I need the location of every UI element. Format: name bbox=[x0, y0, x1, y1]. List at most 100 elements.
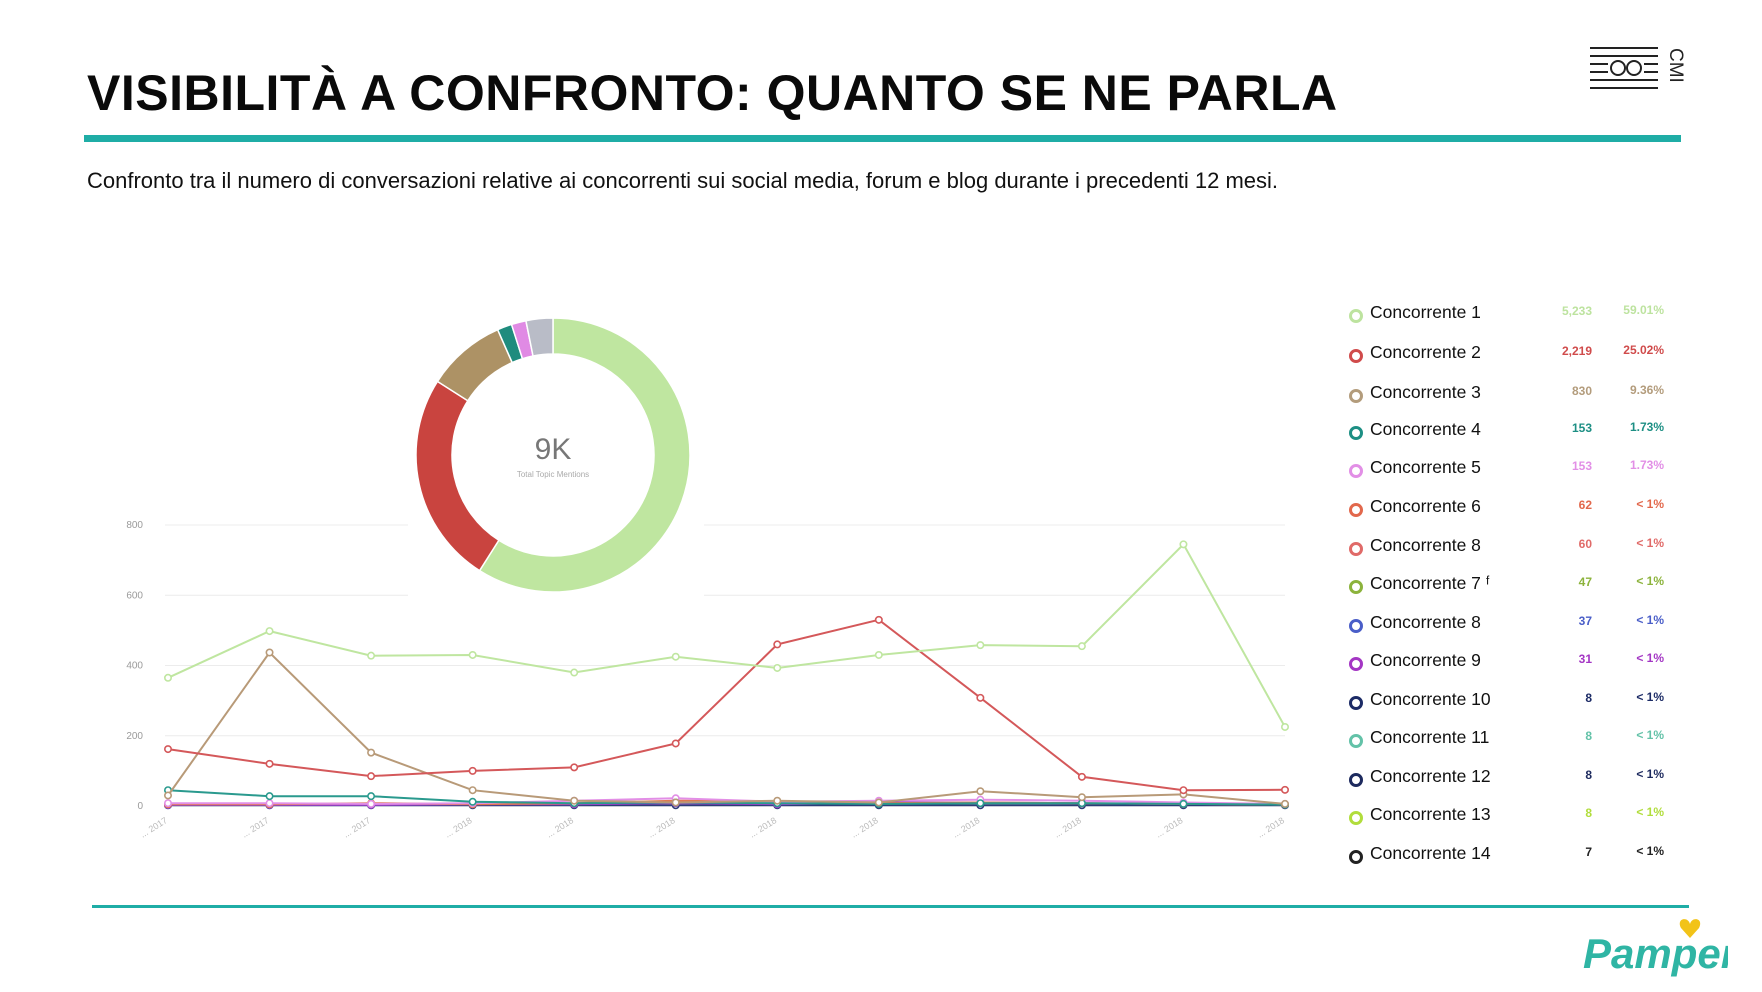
series-line bbox=[167, 789, 1286, 806]
donut-center-label: Total Topic Mentions bbox=[517, 470, 589, 479]
legend-marker-icon bbox=[1349, 619, 1363, 633]
x-tick-label: ... 2018 bbox=[443, 815, 474, 839]
data-point bbox=[468, 797, 477, 806]
donut-center-value: 9K bbox=[535, 433, 572, 466]
x-tick-label: ... 2018 bbox=[544, 815, 575, 839]
x-tick-label: ... 2018 bbox=[748, 815, 779, 839]
legend-marker-icon bbox=[1349, 773, 1363, 787]
data-point bbox=[265, 627, 274, 636]
legend-percent: 25.02% bbox=[1623, 343, 1664, 357]
data-point bbox=[265, 648, 274, 657]
legend-item: Concorrente 2 2,219 25.02% bbox=[1342, 338, 1672, 368]
legend-label: Concorrente 3 bbox=[1370, 382, 1481, 402]
title-divider bbox=[84, 135, 1681, 142]
legend-marker-icon bbox=[1349, 309, 1363, 323]
x-tick-label: ... 2018 bbox=[1255, 815, 1286, 839]
legend-item: Concorrente 3 830 9.36% bbox=[1342, 378, 1672, 408]
data-point bbox=[164, 673, 173, 682]
data-point bbox=[265, 759, 274, 768]
cmi-logo-text: CMI bbox=[1665, 48, 1686, 83]
legend-item: Concorrente 6 62 < 1% bbox=[1342, 492, 1672, 522]
data-point bbox=[976, 787, 985, 796]
legend-percent: < 1% bbox=[1636, 651, 1664, 665]
legend-percent: < 1% bbox=[1636, 574, 1664, 588]
x-tick-label: ... 2018 bbox=[646, 815, 677, 839]
legend-item: Concorrente 8 37 < 1% bbox=[1342, 608, 1672, 638]
data-point bbox=[164, 791, 173, 800]
data-point bbox=[1077, 772, 1086, 781]
y-tick-label: 200 bbox=[126, 731, 143, 742]
legend-count: 8 bbox=[1585, 768, 1592, 782]
legend-count: 8 bbox=[1585, 806, 1592, 820]
legend-label: Concorrente 10 bbox=[1370, 689, 1491, 709]
legend-marker-icon bbox=[1349, 464, 1363, 478]
series-line bbox=[167, 618, 1286, 792]
legend-item: Concorrente 4 153 1.73% bbox=[1342, 415, 1672, 445]
legend-label: Concorrente 8 bbox=[1370, 612, 1481, 632]
legend-item: Concorrente 12 8 < 1% bbox=[1342, 762, 1672, 792]
legend-label: Concorrente 13 bbox=[1370, 804, 1491, 824]
data-point bbox=[367, 799, 376, 808]
data-point bbox=[1281, 785, 1290, 794]
data-point bbox=[976, 693, 985, 702]
data-point bbox=[1179, 786, 1188, 795]
legend-item: Concorrente 7 ᶠ 47 < 1% bbox=[1342, 569, 1672, 599]
legend-label: Concorrente 6 bbox=[1370, 496, 1481, 516]
legend-count: 62 bbox=[1578, 498, 1592, 512]
x-tick-label: ... 2018 bbox=[951, 815, 982, 839]
pampers-logo: Pampers bbox=[1583, 919, 1728, 977]
legend-marker-icon bbox=[1349, 426, 1363, 440]
data-point bbox=[570, 668, 579, 677]
series-line bbox=[167, 650, 1286, 805]
legend-label: Concorrente 5 bbox=[1370, 457, 1481, 477]
x-tick-label: ... 2017 bbox=[240, 815, 271, 839]
legend-label: Concorrente 1 bbox=[1370, 302, 1481, 322]
data-point bbox=[367, 772, 376, 781]
x-tick-label: ... 2018 bbox=[849, 815, 880, 839]
data-point bbox=[671, 798, 680, 807]
legend-marker-icon bbox=[1349, 349, 1363, 363]
legend-percent: < 1% bbox=[1636, 613, 1664, 627]
legend-count: 37 bbox=[1578, 614, 1592, 628]
data-point bbox=[874, 615, 883, 624]
legend-count: 830 bbox=[1571, 384, 1592, 398]
data-point bbox=[468, 766, 477, 775]
legend-label: Concorrente 7 ᶠ bbox=[1370, 573, 1490, 593]
legend-label: Concorrente 2 bbox=[1370, 342, 1481, 362]
x-tick-label: ... 2018 bbox=[1154, 815, 1185, 839]
x-tick-label: ... 2018 bbox=[1052, 815, 1083, 839]
legend-label: Concorrente 8 bbox=[1370, 535, 1481, 555]
legend-label: Concorrente 11 bbox=[1370, 727, 1490, 747]
legend-marker-icon bbox=[1349, 657, 1363, 671]
x-tick-label: ... 2017 bbox=[138, 815, 169, 839]
data-point bbox=[976, 641, 985, 650]
legend-marker-icon bbox=[1349, 389, 1363, 403]
data-point bbox=[1179, 540, 1188, 549]
legend-marker-icon bbox=[1349, 503, 1363, 517]
legend-percent: < 1% bbox=[1636, 844, 1664, 858]
data-point bbox=[265, 792, 274, 801]
x-tick-label: ... 2017 bbox=[341, 815, 372, 839]
y-tick-label: 400 bbox=[126, 661, 143, 672]
legend-item: Concorrente 13 8 < 1% bbox=[1342, 800, 1672, 830]
data-point bbox=[1077, 793, 1086, 802]
legend-percent: < 1% bbox=[1636, 805, 1664, 819]
page-subtitle: Confronto tra il numero di conversazioni… bbox=[87, 168, 1279, 193]
data-point bbox=[468, 650, 477, 659]
series-concorrente-1 bbox=[164, 540, 1290, 731]
legend-percent: 9.36% bbox=[1629, 383, 1664, 397]
legend-percent: < 1% bbox=[1636, 497, 1664, 511]
data-point bbox=[1077, 642, 1086, 651]
data-point bbox=[1179, 799, 1188, 808]
page-title: VISIBILITÀ A CONFRONTO: QUANTO SE NE PAR… bbox=[87, 65, 1338, 121]
legend-count: 2,219 bbox=[1561, 344, 1592, 358]
legend-marker-icon bbox=[1349, 580, 1363, 594]
cmi-logo: CMI bbox=[1590, 47, 1686, 89]
legend-item: Concorrente 10 8 < 1% bbox=[1342, 685, 1672, 715]
data-point bbox=[265, 799, 274, 808]
legend-item: Concorrente 11 8 < 1% bbox=[1342, 723, 1672, 753]
y-tick-label: 0 bbox=[137, 801, 143, 812]
data-point bbox=[1281, 799, 1290, 808]
series-concorrente-3 bbox=[164, 648, 1290, 808]
